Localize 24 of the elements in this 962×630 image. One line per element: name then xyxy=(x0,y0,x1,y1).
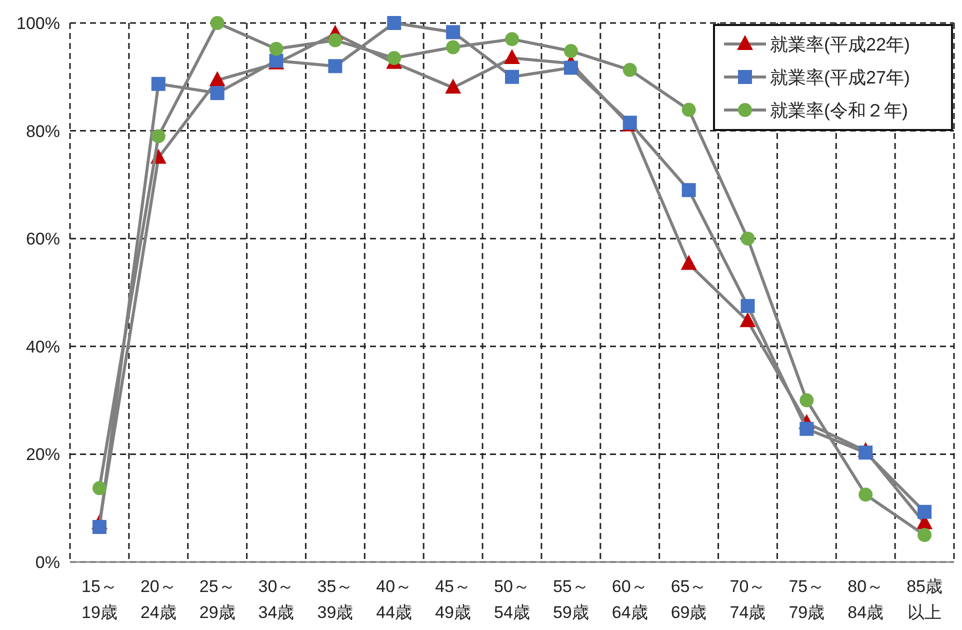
x-tick-label: 50～54歳 xyxy=(494,577,530,622)
x-tick-label: 70～74歳 xyxy=(730,577,766,622)
x-tick-label: 20～24歳 xyxy=(140,577,176,622)
x-tick-label: 40～44歳 xyxy=(376,577,412,622)
x-tick-label: 30～34歳 xyxy=(258,577,294,622)
y-tick-label: 40% xyxy=(26,337,60,356)
x-tick-label: 80～84歳 xyxy=(848,577,884,622)
legend-label: 就業率(令和２年) xyxy=(770,100,908,120)
x-tick-label: 45～49歳 xyxy=(435,577,472,622)
x-tick-label: 75～79歳 xyxy=(788,577,825,622)
y-tick-label: 0% xyxy=(35,552,60,572)
legend-label: 就業率(平成27年) xyxy=(770,67,910,88)
x-tick-label: 65～69歳 xyxy=(670,577,707,622)
legend-label: 就業率(平成22年) xyxy=(770,34,910,54)
x-tick-label: 25～29歳 xyxy=(199,577,236,622)
x-tick-label: 60～64歳 xyxy=(612,577,648,622)
y-tick-label: 60% xyxy=(26,230,60,249)
x-tick-label: 85歳以上 xyxy=(906,577,942,622)
x-tick-label: 15～19歳 xyxy=(82,577,118,622)
y-tick-label: 100% xyxy=(16,14,60,33)
x-tick-label: 35～39歳 xyxy=(317,577,354,622)
x-tick-label: 55～59歳 xyxy=(552,577,589,622)
y-tick-label: 20% xyxy=(26,445,60,464)
y-tick-label: 80% xyxy=(26,122,60,141)
